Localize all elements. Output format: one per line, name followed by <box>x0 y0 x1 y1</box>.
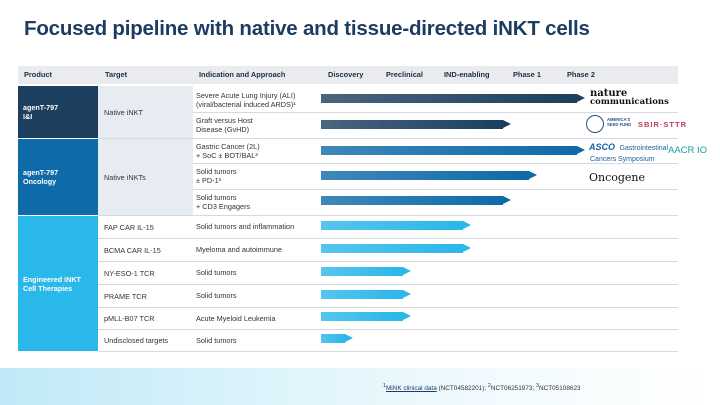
indication-text: Solid tumors and inflammation <box>196 222 295 232</box>
row-divider <box>98 329 678 330</box>
row-divider <box>98 351 678 352</box>
footer-band <box>0 368 720 405</box>
page-title: Focused pipeline with native and tissue-… <box>24 17 590 40</box>
logo-text: Gastrointestinal <box>619 145 669 152</box>
asco-gi-logo: ASCO Gastrointestinal Cancers Symposium <box>589 142 668 164</box>
product-group-line1: Engineered iNKT <box>23 274 81 284</box>
footnote: 1MiNK clinical data (NCT04582201); 2NCT0… <box>383 383 581 392</box>
product-group-line2: Oncology <box>23 177 57 186</box>
header-phase1: Phase 1 <box>513 70 541 79</box>
indication-text: Acute Myeloid Leukemia <box>196 313 276 323</box>
progress-arrow <box>321 196 511 205</box>
target-prame: PRAME TCR <box>104 291 147 301</box>
progress-arrow <box>321 312 411 321</box>
indication-text: Graft versus Host Disease (GvHD) <box>196 114 253 136</box>
product-group-agent797-oncology: agenT-797 Oncology <box>18 139 98 215</box>
target-undisclosed: Undisclosed targets <box>104 336 169 345</box>
logo-text: SEED FUND <box>607 122 632 127</box>
progress-arrow <box>321 94 585 103</box>
header-discovery: Discovery <box>328 70 364 79</box>
indication-text: Solid tumors + CD3 Engagers <box>196 191 250 213</box>
progress-arrow <box>321 221 471 230</box>
target-bcma-car: BCMA CAR IL-15 <box>104 245 161 255</box>
product-group-line1: agenT-797 <box>23 103 59 112</box>
row-divider <box>98 261 678 262</box>
indication-text: Myeloma and autoimmune <box>196 245 282 255</box>
sbir-sttr-logo: SBIR·STTR <box>638 120 687 129</box>
header-phase2: Phase 2 <box>567 70 595 79</box>
target-pmll-b07: pMLL-B07 TCR <box>104 314 155 323</box>
row-divider <box>98 238 678 239</box>
product-group-line2: I&I <box>23 112 33 121</box>
progress-arrow <box>321 244 471 253</box>
indication-text: Severe Acute Lung Injury (ALI) (viral/bac… <box>196 89 296 111</box>
indication-text: Solid tumors ± PD-1³ <box>196 165 237 187</box>
footnote-marker: 2 <box>487 383 491 389</box>
row-divider <box>98 138 678 139</box>
indication-line1: Graft versus Host <box>196 115 253 125</box>
product-group-agent797-ii: agenT-797 I&I <box>18 86 98 138</box>
indication-text: Solid tumors <box>196 291 237 301</box>
row-divider <box>193 189 678 190</box>
footnote-marker: 3 <box>536 383 539 389</box>
row-divider <box>98 307 678 308</box>
header-product: Product <box>24 70 52 79</box>
indication-line2: + CD3 Engagers <box>196 202 251 211</box>
target-native-inkt: Native iNKT <box>98 86 193 138</box>
target-native-inkts: Native iNKTs <box>98 139 193 215</box>
logo-text: AMERICA'S <box>607 117 631 122</box>
indication-line1: Solid tumors <box>196 192 237 202</box>
row-divider <box>193 163 678 164</box>
progress-arrow <box>321 146 585 155</box>
indication-line2: + SoC ± BOT/BAL² <box>196 151 258 160</box>
indication-line1: Solid tumors <box>196 166 237 176</box>
row-divider <box>98 284 678 285</box>
indication-line2: ± PD-1³ <box>196 176 222 185</box>
indication-text: Solid tumors <box>196 268 237 278</box>
header-target: Target <box>105 70 128 79</box>
progress-arrow <box>321 171 537 180</box>
logo-text: Cancers Symposium <box>590 156 655 163</box>
seed-fund-logo: AMERICA'S SEED FUND <box>607 117 631 127</box>
logo-text: nature <box>590 88 628 99</box>
nature-communications-logo: nature communications <box>590 89 669 107</box>
footnote-text: (NCT04582201); <box>436 385 488 393</box>
progress-arrow <box>321 267 411 276</box>
logo-text: ASCO <box>589 142 616 152</box>
seed-fund-emblem-icon <box>586 115 604 133</box>
indication-text: Solid tumors <box>196 335 237 345</box>
row-divider <box>98 215 678 216</box>
header-preclinical: Preclinical <box>386 70 423 79</box>
indication-line1: Severe Acute Lung Injury (ALI) <box>196 90 296 100</box>
row-divider <box>193 112 678 113</box>
clinical-data-link[interactable]: MiNK clinical data <box>385 385 437 393</box>
progress-arrow <box>321 290 411 299</box>
progress-arrow <box>321 334 353 343</box>
indication-line1: Gastric Cancer (2L) <box>196 141 260 151</box>
table-header <box>18 66 678 84</box>
oncogene-logo: Oncogene <box>589 171 646 184</box>
product-group-line1: agenT-797 <box>23 168 59 177</box>
footnote-text: NCT05108623 <box>538 385 581 393</box>
target-ny-eso-1: NY-ESO-1 TCR <box>104 268 155 278</box>
footnote-marker: 1 <box>383 383 386 389</box>
header-indication: Indication and Approach <box>199 70 286 79</box>
footnote-text: NCT06251973; <box>490 385 537 393</box>
product-group-engineered-inkt: Engineered iNKT Cell Therapies <box>18 216 98 351</box>
indication-line2: (viral/bacterial induced ARDS)¹ <box>196 100 296 109</box>
header-ind-enabling: IND-enabling <box>444 70 490 79</box>
aacr-io-logo: AACR IO <box>668 145 708 156</box>
logo-text: communications <box>590 97 669 107</box>
progress-arrow <box>321 120 511 129</box>
target-fap-car: FAP CAR IL-15 <box>104 222 154 232</box>
product-group-line2: Cell Therapies <box>23 283 73 293</box>
indication-line2: Disease (GvHD) <box>196 125 250 134</box>
indication-text: Gastric Cancer (2L) + SoC ± BOT/BAL² <box>196 140 260 162</box>
